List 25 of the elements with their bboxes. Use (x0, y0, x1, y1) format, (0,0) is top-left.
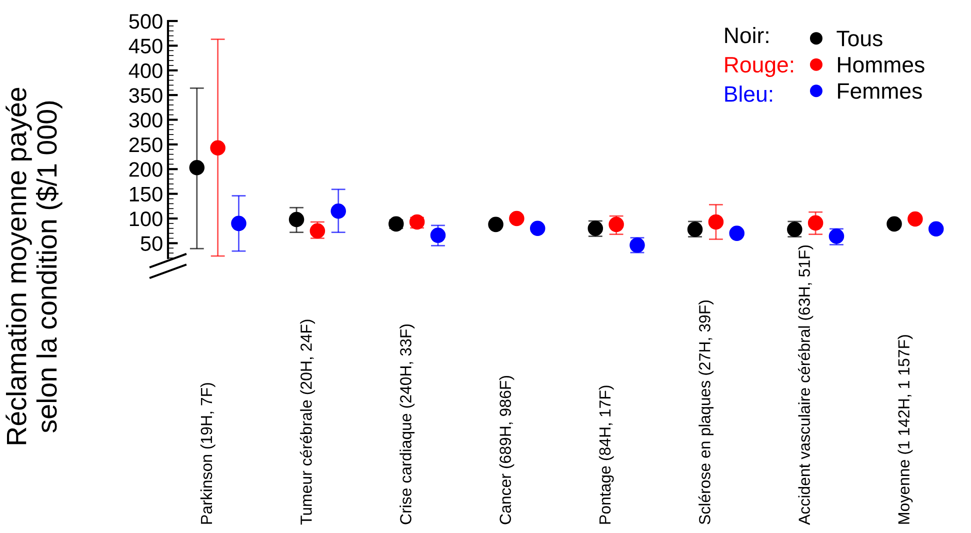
y-tick-label: 200 (129, 162, 162, 177)
y-tick-label: 150 (130, 186, 162, 202)
y-tick-label: 250 (129, 137, 162, 152)
y-tick-label: 450 (128, 38, 162, 54)
x-tick-label: Sclérose en plaques (27H, 39F) (698, 300, 714, 524)
legend-label: Hommes (838, 57, 924, 73)
x-tick-label: Parkinson (19H, 7F) (200, 383, 216, 524)
y-tick-label: 100 (130, 212, 162, 226)
x-tick-label: Pontage (84H, 17F) (598, 386, 614, 524)
x-tick-label: Moyenne (1 142H, 1 157F) (898, 335, 913, 524)
x-tick-label: Accident vasculaire cérébral (63H, 51F) (798, 245, 814, 525)
y-axis-title: Réclamation moyenne payée selon la condition ($/1 000) (6, 88, 62, 444)
y-tick-label: 50 (140, 236, 162, 251)
annotation: Noir: (725, 26, 768, 44)
legend-label: Femmes (838, 83, 922, 99)
y-tick-label: 300 (129, 112, 162, 128)
x-tick-label: Crise cardiaque (240H, 33F) (400, 324, 415, 524)
y-tick-label: 500 (129, 14, 162, 29)
annotation: Bleu: (725, 86, 772, 102)
x-tick-label: Cancer (689H, 986F) (499, 376, 514, 524)
y-tick-label: 400 (128, 63, 162, 78)
legend-label: Tous (836, 30, 882, 46)
x-tick-label: Tumeur cérébrale (20H, 24F) (300, 320, 315, 525)
annotation: Rouge: (725, 57, 794, 77)
y-tick-label: 350 (129, 88, 162, 103)
